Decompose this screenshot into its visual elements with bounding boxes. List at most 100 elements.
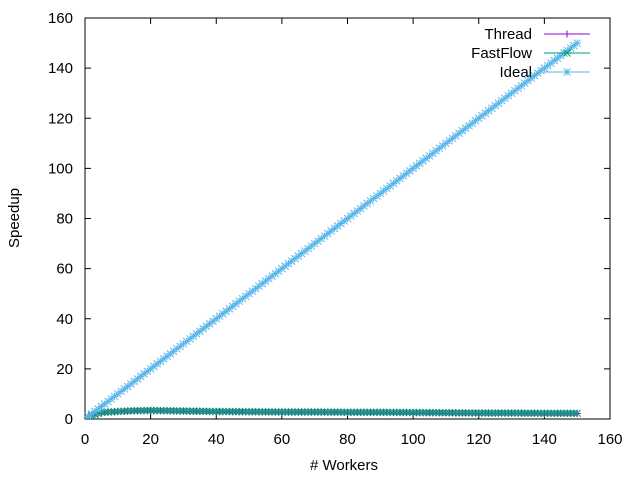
data-point: [386, 408, 395, 417]
series-layer: [84, 39, 582, 421]
data-point: [402, 408, 411, 417]
data-point: [300, 408, 309, 416]
data-point: [445, 408, 454, 417]
data-point: [317, 408, 326, 416]
data-point: [360, 408, 368, 417]
data-point: [209, 407, 217, 416]
data-point: [481, 109, 490, 118]
data-point: [123, 407, 132, 415]
legend-marker: [563, 49, 571, 57]
data-point: [153, 406, 162, 415]
y-tick-label: 0: [65, 411, 73, 428]
data-point: [501, 409, 509, 417]
data-point: [307, 408, 316, 416]
data-point: [461, 409, 470, 417]
y-tick-label: 80: [56, 211, 73, 228]
data-point: [570, 409, 578, 418]
data-point: [396, 408, 404, 417]
y-tick-label: 60: [56, 261, 73, 278]
data-point: [409, 408, 417, 417]
data-point: [484, 409, 493, 417]
data-point: [291, 408, 299, 416]
data-point: [514, 409, 522, 417]
data-point: [550, 409, 559, 418]
data-point: [468, 409, 477, 417]
data-point: [195, 407, 204, 416]
data-point: [573, 39, 582, 47]
data-point: [271, 408, 280, 416]
data-point: [245, 407, 253, 416]
data-point: [537, 409, 545, 418]
data-point: [553, 409, 562, 418]
data-point: [117, 407, 125, 416]
axis-ticks: 0 20 40 60 80 100 120 140 160 0 20 40 60 80 100 120 140 1…: [48, 10, 623, 448]
data-point: [261, 408, 270, 416]
legend-entry: FastFlow: [471, 45, 590, 62]
data-point: [222, 407, 230, 416]
data-point: [182, 407, 191, 415]
data-point: [189, 407, 198, 415]
data-point: [428, 408, 437, 417]
data-point: [278, 408, 286, 416]
legend: Thread FastFlow Ideal: [471, 26, 590, 81]
data-point: [560, 409, 568, 418]
data-point: [383, 408, 391, 417]
data-point: [507, 409, 516, 417]
x-tick-label: 60: [274, 431, 291, 448]
data-point: [432, 408, 440, 417]
data-point: [130, 406, 139, 415]
x-tick-label: 100: [401, 431, 426, 448]
data-point: [245, 289, 253, 298]
data-point: [563, 409, 572, 418]
data-point: [150, 406, 158, 415]
data-point: [481, 409, 490, 417]
data-point: [510, 86, 519, 95]
data-point: [169, 406, 178, 415]
data-point: [425, 408, 434, 417]
legend-marker: [563, 30, 571, 38]
legend-entry: Ideal: [499, 64, 590, 81]
y-tick-label: 120: [48, 110, 73, 127]
data-point: [471, 409, 480, 417]
data-point: [176, 407, 185, 415]
data-point: [284, 408, 293, 416]
data-point: [199, 407, 207, 416]
data-point: [268, 408, 276, 416]
data-point: [212, 407, 221, 416]
data-point: [294, 408, 303, 416]
data-point: [251, 407, 260, 416]
data-point: [524, 409, 532, 417]
data-point: [107, 408, 116, 416]
data-point: [241, 407, 250, 416]
data-point: [235, 407, 244, 416]
data-point: [186, 407, 194, 415]
data-point: [474, 409, 483, 417]
data-point: [366, 408, 375, 417]
y-axis-label: Speedup: [6, 188, 23, 248]
data-point: [573, 409, 582, 418]
y-tick-label: 160: [48, 10, 73, 27]
data-point: [333, 408, 342, 417]
data-point: [274, 408, 283, 416]
data-point: [566, 409, 575, 418]
data-point: [533, 409, 542, 418]
data-point: [412, 408, 421, 417]
data-point: [327, 408, 335, 416]
data-point: [346, 408, 355, 417]
data-point: [146, 406, 155, 415]
data-point: [323, 408, 332, 416]
data-point: [510, 409, 519, 417]
data-point: [415, 408, 424, 417]
data-point: [173, 407, 181, 415]
data-point: [205, 407, 214, 416]
data-point: [491, 409, 500, 417]
data-point: [340, 408, 349, 417]
data-point: [363, 408, 372, 417]
y-tick-label: 20: [56, 361, 73, 378]
data-point: [435, 408, 444, 417]
y-tick-label: 40: [56, 311, 73, 328]
series-fastflow: [84, 406, 582, 421]
data-point: [419, 408, 427, 417]
data-point: [547, 409, 555, 418]
